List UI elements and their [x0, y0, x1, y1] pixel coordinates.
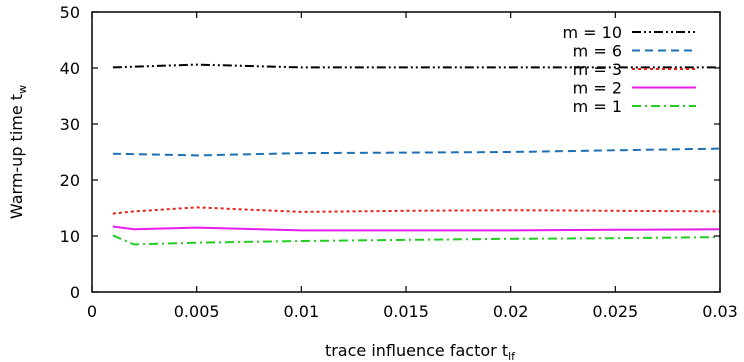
y-tick-label: 20 [60, 171, 80, 190]
series-4 [112, 225, 721, 232]
legend-item: m = 6 [573, 42, 696, 61]
y-tick-label: 30 [60, 115, 80, 134]
series-5 [112, 234, 721, 246]
x-tick-label: 0.015 [383, 302, 429, 321]
legend: m = 10m = 6m = 3m = 2m = 1 [562, 23, 696, 116]
series-1 [112, 63, 720, 69]
y-tick-label: 40 [60, 59, 80, 78]
y-axis-label: Warm-up time tw [7, 85, 29, 219]
series-line [112, 234, 721, 246]
legend-label: m = 10 [562, 23, 622, 42]
x-tick-label: 0.02 [493, 302, 529, 321]
series-line [112, 63, 720, 69]
legend-item: m = 3 [573, 60, 696, 79]
legend-item: m = 1 [573, 97, 696, 116]
x-tick-label: 0.005 [174, 302, 220, 321]
x-tick-label: 0.01 [284, 302, 320, 321]
y-tick-label: 10 [60, 227, 80, 246]
series-2 [112, 147, 721, 157]
legend-label: m = 6 [573, 42, 622, 61]
tick-layer: 0 0.005 0.01 0.015 0.02 0.025 0.03 0 10 20 30 40 50 [60, 3, 738, 321]
series-layer [112, 63, 721, 246]
legend-label: m = 2 [573, 79, 622, 98]
x-tick-label: 0.025 [592, 302, 638, 321]
x-axis-label: trace influence factor tlf [325, 341, 516, 362]
x-tick-label: 0 [87, 302, 97, 321]
series-line [112, 206, 721, 215]
series-line [112, 147, 721, 157]
series-3 [112, 206, 721, 215]
legend-item: m = 2 [573, 79, 696, 98]
legend-item: m = 10 [562, 23, 696, 42]
series-line [112, 225, 721, 232]
legend-label: m = 1 [573, 97, 622, 116]
y-tick-label: 0 [70, 283, 80, 302]
legend-label: m = 3 [573, 60, 622, 79]
x-tick-label: 0.03 [702, 302, 738, 321]
y-tick-label: 50 [60, 3, 80, 22]
